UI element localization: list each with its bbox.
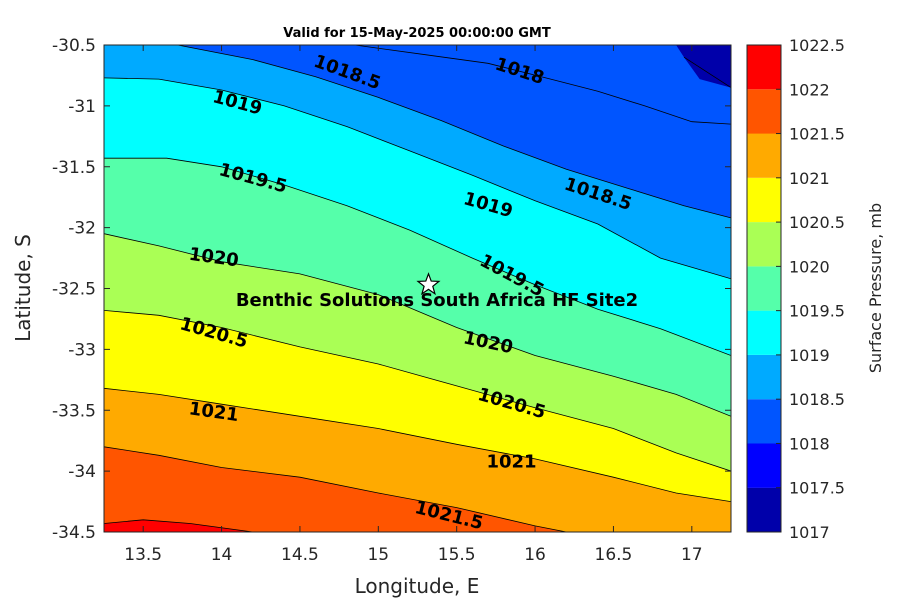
colorbar: 1017 1017.5 1018 1018.5 1019 1019.5 1020 1020.5… bbox=[746, 36, 845, 542]
chart-title: Valid for 15-May-2025 00:00:00 GMT bbox=[283, 26, 551, 41]
site-name: Benthic Solutions South Africa HF Site2 bbox=[236, 290, 638, 311]
colorbar-tick-label: 1017 bbox=[789, 523, 830, 542]
contour-line-1021.5 bbox=[104, 446, 567, 532]
colorbar-tick-label: 1018.5 bbox=[789, 390, 845, 409]
x-tick-label: 13.5 bbox=[124, 545, 162, 565]
contour-line-1017.5 bbox=[683, 56, 731, 88]
colorbar-swatch bbox=[747, 177, 781, 223]
y-tick-label: -32 bbox=[68, 219, 96, 239]
colorbar-tick-label: 1020.5 bbox=[789, 213, 845, 232]
colorbar-label: Surface Pressure, mb bbox=[866, 203, 885, 373]
plot-area bbox=[104, 45, 731, 532]
y-tick-label: -30.5 bbox=[52, 36, 96, 56]
band-1022 bbox=[104, 519, 253, 532]
y-tick-label: -32.5 bbox=[52, 280, 96, 300]
x-tick-label: 16.5 bbox=[595, 545, 633, 565]
x-tick-label: 17 bbox=[681, 545, 703, 565]
x-tick-label: 14 bbox=[211, 545, 233, 565]
y-axis-label: Latitude, S bbox=[11, 234, 35, 342]
colorbar-tick-label: 1018 bbox=[789, 434, 830, 453]
x-tick-label: 14.5 bbox=[281, 545, 319, 565]
site-star-icon bbox=[416, 272, 441, 296]
contour-lines bbox=[104, 45, 731, 532]
contour-line-1020 bbox=[104, 233, 731, 417]
y-tick-label: -33 bbox=[68, 340, 96, 360]
colorbar-tick-label: 1022.5 bbox=[789, 36, 845, 55]
colorbar-swatch bbox=[747, 45, 781, 90]
contour-line-1019 bbox=[104, 77, 731, 280]
contour-line-1019.5 bbox=[104, 157, 731, 356]
y-tick-label: -31.5 bbox=[52, 158, 96, 178]
colorbar-tick-label: 1022 bbox=[789, 80, 830, 99]
colorbar-swatch bbox=[747, 399, 781, 444]
colorbar-tick-label: 1019.5 bbox=[789, 302, 845, 321]
contour-line-1018 bbox=[354, 45, 731, 125]
contour-line-1018.5 bbox=[177, 45, 731, 219]
x-tick-label: 15.5 bbox=[438, 545, 476, 565]
y-axis-ticks: -30.5 -31 -31.5 -32 -32.5 -33 -33.5 -34 -34.5 bbox=[52, 36, 731, 543]
colorbar-swatch bbox=[747, 443, 781, 488]
x-tick-label: 15 bbox=[367, 545, 389, 565]
band-1017 bbox=[676, 45, 731, 88]
y-tick-label: -33.5 bbox=[52, 401, 96, 421]
colorbar-swatch bbox=[747, 354, 781, 400]
contour-line-1020.5 bbox=[104, 310, 731, 472]
colorbar-swatch bbox=[747, 222, 781, 267]
x-axis-label: Longitude, E bbox=[355, 574, 480, 598]
colorbar-tick-label: 1021.5 bbox=[789, 125, 845, 144]
colorbar-swatch bbox=[747, 487, 781, 532]
colorbar-swatch bbox=[747, 266, 781, 311]
colorbar-tick-label: 1021 bbox=[789, 169, 830, 188]
contour-line-1021 bbox=[104, 387, 731, 502]
colorbar-swatch bbox=[747, 89, 781, 134]
x-tick-label: 16 bbox=[524, 545, 546, 565]
band-1021.5 bbox=[104, 446, 567, 532]
colorbar-swatch bbox=[747, 310, 781, 355]
site-marker-group: Benthic Solutions South Africa HF Site2 bbox=[236, 272, 638, 311]
y-tick-label: -34.5 bbox=[52, 523, 96, 543]
contour-label: 1021 bbox=[486, 452, 536, 473]
colorbar-tick-label: 1020 bbox=[789, 257, 830, 276]
y-tick-label: -34 bbox=[68, 462, 96, 482]
y-tick-label: -31 bbox=[68, 97, 96, 117]
colorbar-swatch bbox=[747, 133, 781, 178]
colorbar-tick-label: 1017.5 bbox=[789, 479, 845, 498]
x-axis-ticks: 13.5 14 14.5 15 15.5 16 16.5 17 bbox=[124, 45, 703, 565]
colorbar-frame bbox=[746, 44, 782, 533]
colorbar-tick-label: 1019 bbox=[789, 346, 830, 365]
